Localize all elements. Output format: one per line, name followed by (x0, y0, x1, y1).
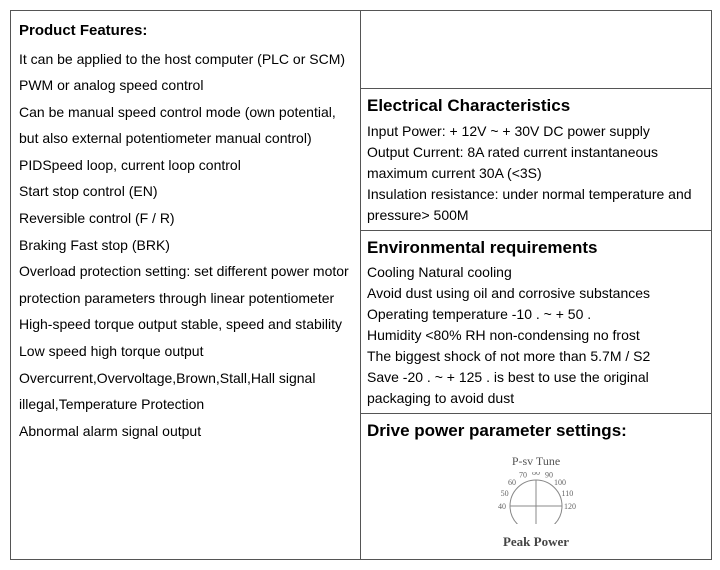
svg-text:110: 110 (562, 488, 574, 497)
text-line: Start stop control (EN) (19, 178, 352, 205)
text-line: Cooling Natural cooling (367, 262, 705, 283)
dial-svg: 40 50 6070 80 90100 110 120 Unit:W (476, 472, 596, 524)
spec-table: Product Features: It can be applied to t… (10, 10, 712, 560)
svg-text:120: 120 (564, 502, 576, 511)
electrical-body: Input Power: + 12V ~ + 30V DC power supp… (367, 121, 705, 226)
text-line: The biggest shock of not more than 5.7M … (367, 346, 705, 367)
svg-text:80: 80 (532, 472, 540, 477)
product-features-heading: Product Features: (19, 17, 352, 46)
svg-text:40: 40 (498, 502, 506, 511)
environmental-body: Cooling Natural coolingAvoid dust using … (367, 262, 705, 409)
drive-power-heading: Drive power parameter settings: (367, 418, 705, 444)
dial-caption: Peak Power (367, 532, 705, 552)
electrical-heading: Electrical Characteristics (367, 93, 705, 119)
svg-text:60: 60 (508, 477, 516, 486)
text-line: Insulation resistance: under normal temp… (367, 184, 705, 226)
text-line: Avoid dust using oil and corrosive subst… (367, 283, 705, 304)
dial-title: P-sv Tune (367, 452, 705, 470)
text-line: Operating temperature -10 . ~ + 50 . (367, 304, 705, 325)
svg-text:50: 50 (501, 488, 509, 497)
empty-cell (361, 11, 711, 89)
text-line: Input Power: + 12V ~ + 30V DC power supp… (367, 121, 705, 142)
text-line: Can be manual speed control mode (own po… (19, 99, 352, 152)
svg-text:100: 100 (554, 477, 566, 486)
svg-text:Unit:W: Unit:W (566, 523, 590, 524)
dial-figure: P-sv Tune 40 50 6070 80 90100 110 120 Unit:W Pe… (367, 446, 705, 556)
text-line: Humidity <80% RH non-condensing no frost (367, 325, 705, 346)
text-line: PIDSpeed loop, current loop control (19, 152, 352, 179)
text-line: Overload protection setting: set differe… (19, 258, 352, 311)
text-line: Braking Fast stop (BRK) (19, 232, 352, 259)
right-column: Electrical Characteristics Input Power: … (361, 11, 711, 559)
product-features-body: It can be applied to the host computer (… (19, 46, 352, 445)
svg-text:90: 90 (545, 472, 553, 480)
electrical-cell: Electrical Characteristics Input Power: … (361, 89, 711, 231)
text-line: Overcurrent,Overvoltage,Brown,Stall,Hall… (19, 365, 352, 418)
environmental-heading: Environmental requirements (367, 235, 705, 261)
text-line: Low speed high torque output (19, 338, 352, 365)
text-line: It can be applied to the host computer (… (19, 46, 352, 99)
environmental-cell: Environmental requirements Cooling Natur… (361, 231, 711, 415)
drive-power-cell: Drive power parameter settings: P-sv Tun… (361, 414, 711, 559)
text-line: Output Current: 8A rated current instant… (367, 142, 705, 184)
product-features-cell: Product Features: It can be applied to t… (11, 11, 361, 559)
text-line: Abnormal alarm signal output (19, 418, 352, 445)
text-line: Reversible control (F / R) (19, 205, 352, 232)
text-line: Save -20 . ~ + 125 . is best to use the … (367, 367, 705, 409)
svg-text:70: 70 (519, 472, 527, 480)
text-line: High-speed torque output stable, speed a… (19, 311, 352, 338)
